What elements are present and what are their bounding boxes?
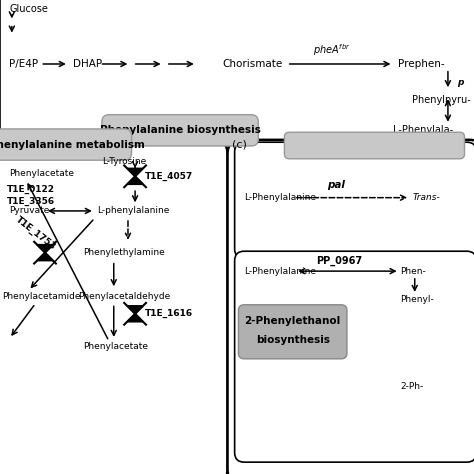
- Text: P/E4P: P/E4P: [9, 59, 38, 69]
- Text: T1E_1753: T1E_1753: [14, 215, 58, 252]
- Polygon shape: [37, 245, 53, 253]
- Text: Glucose: Glucose: [9, 4, 48, 15]
- Text: T1E_3356: T1E_3356: [7, 197, 55, 206]
- Text: pal: pal: [328, 180, 346, 190]
- Text: DHAP: DHAP: [73, 59, 102, 69]
- Text: 2-Ph-: 2-Ph-: [401, 382, 424, 391]
- Text: Phen-: Phen-: [401, 267, 426, 275]
- Text: Pyruvate: Pyruvate: [9, 207, 50, 215]
- Text: L-Phenylalanine: L-Phenylalanine: [244, 267, 316, 275]
- Text: Prephen-: Prephen-: [398, 59, 445, 69]
- Text: Phenylalanine biosynthesis: Phenylalanine biosynthesis: [100, 125, 261, 136]
- Text: Phenylacetaldehyde: Phenylacetaldehyde: [78, 292, 171, 301]
- FancyBboxPatch shape: [0, 129, 132, 160]
- Text: L-Phenylalanine: L-Phenylalanine: [244, 193, 316, 202]
- Polygon shape: [127, 176, 143, 184]
- FancyBboxPatch shape: [0, 0, 474, 142]
- Text: T1E_4057: T1E_4057: [145, 172, 193, 181]
- FancyBboxPatch shape: [235, 142, 474, 258]
- Text: L-Phenylala-: L-Phenylala-: [393, 125, 454, 136]
- Text: Trans: Trans: [293, 140, 325, 151]
- Text: Phenylethylamine: Phenylethylamine: [83, 248, 164, 256]
- Polygon shape: [127, 168, 143, 176]
- FancyBboxPatch shape: [284, 132, 465, 159]
- Text: (c): (c): [232, 139, 247, 150]
- FancyBboxPatch shape: [235, 251, 474, 462]
- FancyBboxPatch shape: [0, 140, 228, 474]
- Text: -cinnamate biosynthesis: -cinnamate biosynthesis: [317, 140, 460, 151]
- Text: L-Tyrosine: L-Tyrosine: [102, 157, 146, 165]
- Text: L-phenylalanine: L-phenylalanine: [97, 207, 170, 215]
- Text: 2-Phenylethanol: 2-Phenylethanol: [245, 316, 341, 327]
- Text: p: p: [457, 79, 464, 87]
- Polygon shape: [127, 306, 143, 314]
- Text: Phenylpyru-: Phenylpyru-: [412, 94, 471, 105]
- Text: Phenylacetamide: Phenylacetamide: [2, 292, 81, 301]
- Text: PP_0967: PP_0967: [316, 255, 362, 266]
- Text: Phenylacetate: Phenylacetate: [9, 169, 74, 177]
- Polygon shape: [127, 314, 143, 322]
- Text: biosynthesis: biosynthesis: [255, 335, 330, 346]
- Polygon shape: [37, 253, 53, 261]
- Text: Trans-: Trans-: [412, 193, 440, 202]
- Text: $pheA^{fbr}$: $pheA^{fbr}$: [313, 42, 351, 58]
- Text: Chorismate: Chorismate: [223, 59, 283, 69]
- Text: Phenylacetate: Phenylacetate: [83, 343, 148, 351]
- FancyBboxPatch shape: [228, 140, 474, 474]
- Text: T1E_1616: T1E_1616: [145, 309, 193, 319]
- Text: T1E_0122: T1E_0122: [7, 185, 55, 194]
- FancyBboxPatch shape: [238, 305, 347, 359]
- Text: Phenyl-: Phenyl-: [401, 295, 434, 304]
- FancyBboxPatch shape: [102, 115, 258, 146]
- Text: L-Phenylalanine metabolism: L-Phenylalanine metabolism: [0, 139, 145, 150]
